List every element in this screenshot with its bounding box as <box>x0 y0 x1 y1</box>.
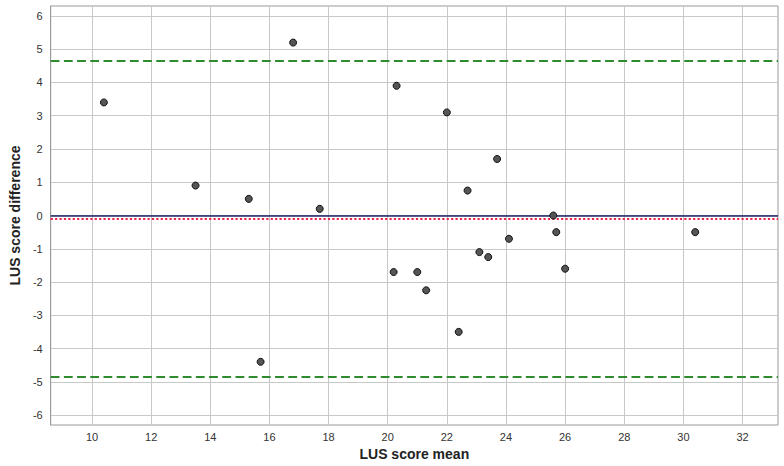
svg-text:32: 32 <box>736 431 748 443</box>
svg-text:10: 10 <box>86 431 98 443</box>
svg-text:5: 5 <box>37 43 43 55</box>
svg-text:0: 0 <box>37 210 43 222</box>
svg-text:-1: -1 <box>33 243 43 255</box>
svg-text:28: 28 <box>618 431 630 443</box>
svg-text:20: 20 <box>382 431 394 443</box>
svg-text:1: 1 <box>37 176 43 188</box>
svg-text:22: 22 <box>441 431 453 443</box>
svg-text:16: 16 <box>263 431 275 443</box>
svg-text:14: 14 <box>204 431 216 443</box>
svg-text:-2: -2 <box>33 276 43 288</box>
svg-text:12: 12 <box>145 431 157 443</box>
svg-text:-5: -5 <box>33 376 43 388</box>
svg-text:3: 3 <box>37 110 43 122</box>
svg-text:-4: -4 <box>33 343 43 355</box>
svg-text:6: 6 <box>37 10 43 22</box>
svg-text:-3: -3 <box>33 309 43 321</box>
svg-text:LUS score difference: LUS score difference <box>7 145 23 285</box>
svg-text:24: 24 <box>500 431 512 443</box>
svg-text:26: 26 <box>559 431 571 443</box>
svg-text:30: 30 <box>677 431 689 443</box>
svg-text:LUS score mean: LUS score mean <box>359 446 469 462</box>
svg-text:18: 18 <box>322 431 334 443</box>
svg-text:-6: -6 <box>33 409 43 421</box>
svg-text:2: 2 <box>37 143 43 155</box>
svg-text:4: 4 <box>37 76 43 88</box>
